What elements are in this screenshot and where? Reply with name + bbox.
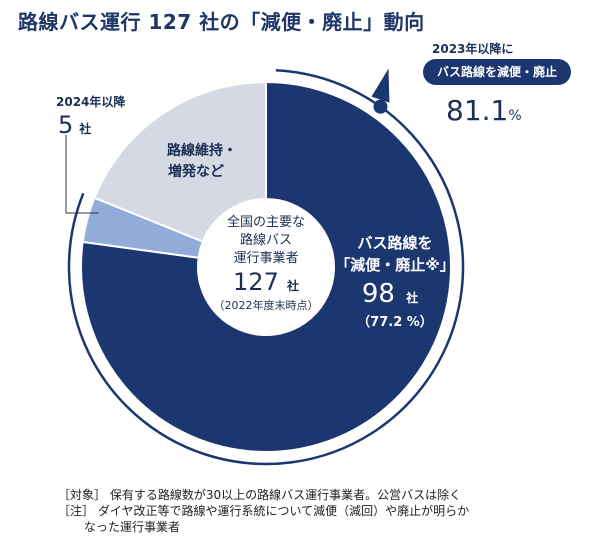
footnote-target: ［対象］ 保有する路線数が30以上の路線バス運行事業者。公営バスは除く [58,488,462,502]
callout-pointer-icon [371,68,390,103]
footnote-note-2: なった運行事業者 [84,520,181,534]
footnote-note-1: ［注］ ダイヤ改正等で路線や運行系統について減便（減回）や廃止が明らか [58,504,470,518]
chart-title: 路線バス運行 127 社の「減便・廃止」動向 [18,10,425,34]
donut-slices [80,80,452,453]
center-line1: 全国の主要な [227,214,305,230]
slice-label-reduce-line1: バス路線を [357,234,432,252]
callout-leader-line [65,135,99,214]
center-note: （2022年度末時点） [214,298,319,312]
slice-percent-reduce: （77.2 %） [357,314,433,330]
callout-2024-value-unit: 社 [79,122,92,136]
center-total-number: 127 [233,268,279,296]
slice-value-reduce-number: 98 [362,279,395,309]
slice-value-reduce-unit: 社 [405,290,418,305]
slice-label-maintain-line1: 路線維持・ [167,142,237,159]
arc-end-marker [373,99,388,114]
slice-maintain-increase [93,80,267,243]
center-line2: 路線バス [240,232,292,248]
center-total: 127 社 [233,268,299,296]
center-line3: 運行事業者 [233,250,298,266]
callout-2023-value-unit: % [508,108,522,124]
slice-value-reduce: 98 社 [362,279,418,309]
callout-2023-value-number: 81.1 [446,94,509,127]
callout-2023-badge: バス路線を減便・廃止 [423,59,571,85]
callout-2024-value-number: 5 [58,111,74,139]
center-total-unit: 社 [286,278,299,293]
slice-label-reduce-line2: 「減便・廃止※」 [335,256,455,274]
callout-2023-caption: 2023年以降に [432,42,514,56]
callout-2024-caption: 2024年以降 [56,95,126,109]
slice-reduce-abolish [80,80,452,453]
slice-label-maintain-line2: 増発など [168,163,224,180]
highlight-arc [67,68,465,466]
callout-2023-value: 81.1% [446,94,522,127]
